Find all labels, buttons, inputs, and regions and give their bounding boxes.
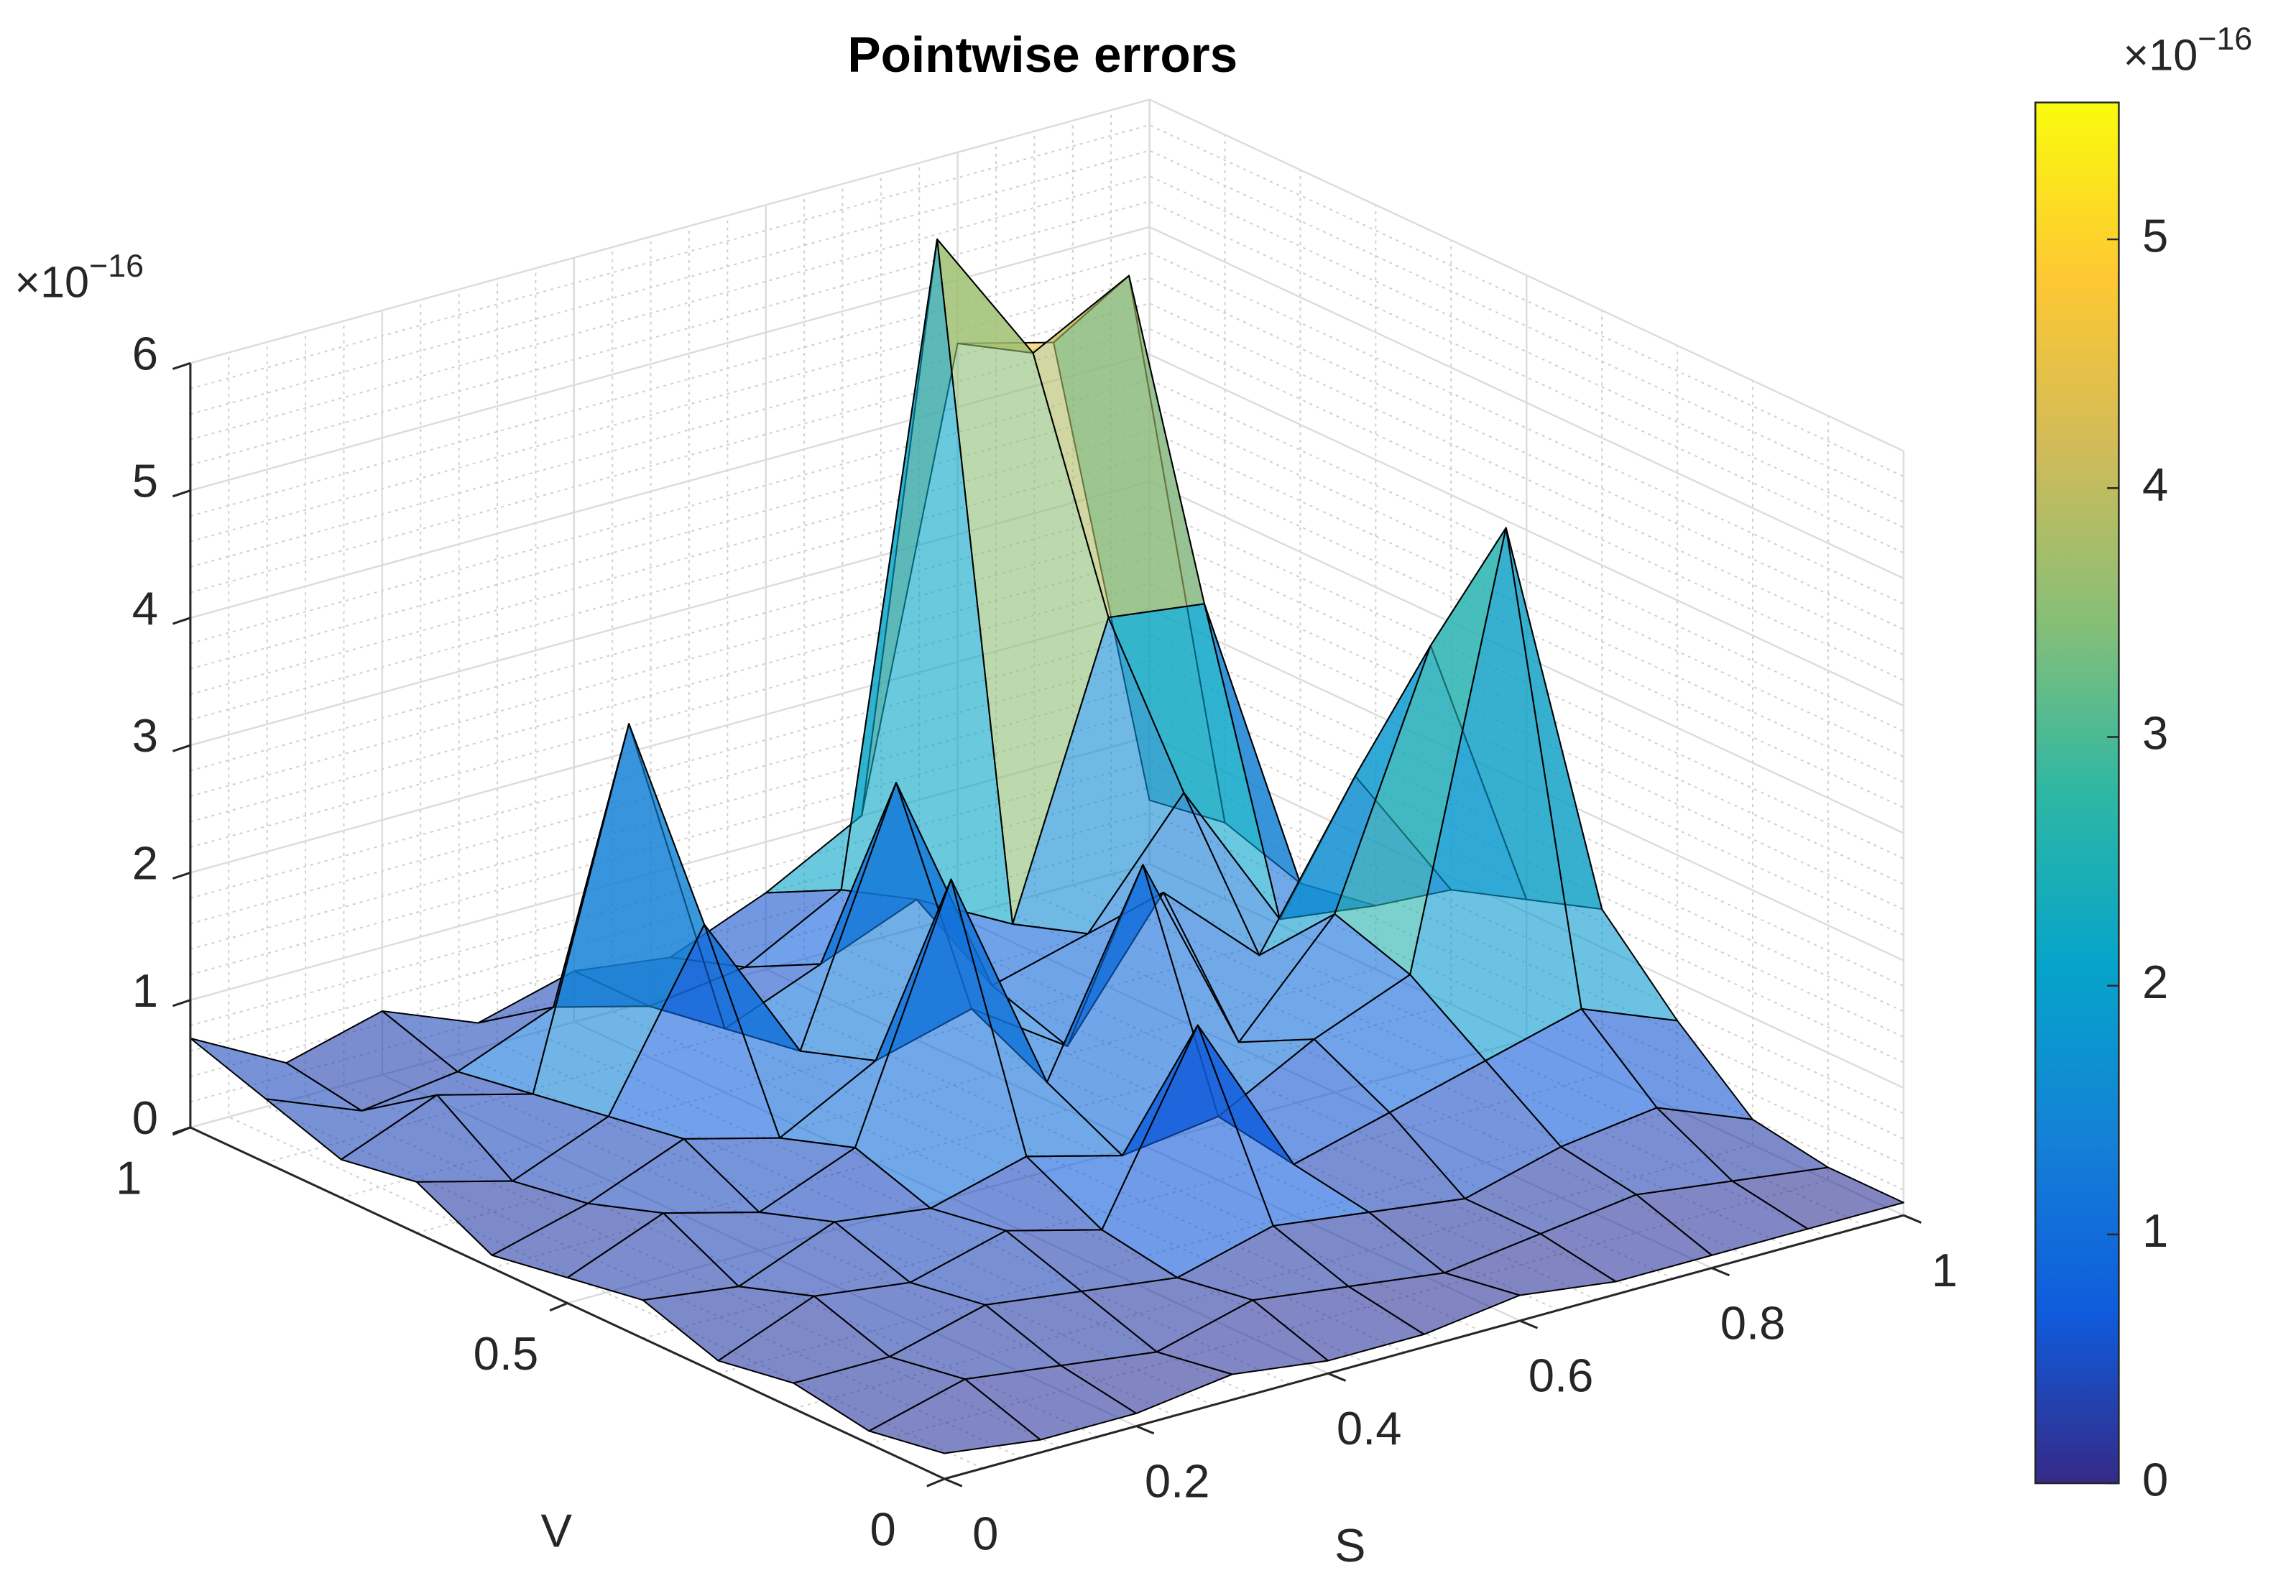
colorbar-tick-label: 0 bbox=[2142, 1453, 2168, 1505]
minor-grid-line bbox=[190, 277, 1904, 630]
chart-title: Pointwise errors bbox=[847, 27, 1237, 83]
minor-grid-line bbox=[190, 175, 1904, 528]
colorbar-exponent-power: −16 bbox=[2198, 21, 2252, 57]
minor-grid-line bbox=[190, 557, 1904, 910]
x-tick-label: 0.4 bbox=[1337, 1402, 1402, 1454]
minor-grid-line bbox=[190, 786, 1904, 1140]
colorbar-scale bbox=[2034, 101, 2120, 1485]
minor-grid-line bbox=[190, 252, 1904, 605]
minor-grid-line bbox=[190, 684, 1904, 1038]
axis-layer: 0 1 2 3 4 5 6 0 0.2 0.4 0.6 0.8 1 0 0.5 1 bbox=[116, 327, 1958, 1559]
y-tick bbox=[926, 1477, 945, 1487]
surface-face bbox=[868, 1378, 1041, 1454]
minor-grid-line bbox=[190, 532, 1904, 885]
colorbar-tick-label: 2 bbox=[2142, 956, 2168, 1008]
minor-grid-line bbox=[190, 455, 1904, 808]
z-tick bbox=[172, 744, 191, 752]
x-axis-label: S bbox=[1334, 1519, 1365, 1572]
colorbar: 0 1 2 3 4 5 bbox=[2034, 101, 2168, 1505]
x-axis-line bbox=[944, 1214, 1904, 1480]
x-tick bbox=[1135, 1425, 1155, 1435]
x-tick-label: 0.6 bbox=[1529, 1350, 1594, 1402]
minor-grid-line bbox=[190, 761, 1904, 1115]
y-tick-label: 0.5 bbox=[474, 1327, 539, 1380]
z-exponent-base: ×10 bbox=[14, 257, 89, 306]
z-tick bbox=[172, 999, 191, 1007]
y-tick-label: 0 bbox=[870, 1503, 896, 1556]
x-tick-label: 0.8 bbox=[1720, 1296, 1786, 1349]
surface-layer bbox=[189, 238, 1904, 1454]
x-tick bbox=[1519, 1319, 1539, 1329]
colorbar-tick-label: 5 bbox=[2142, 209, 2168, 262]
z-tick-label: 0 bbox=[132, 1092, 158, 1144]
z-exponent: ×10−16 bbox=[14, 248, 144, 307]
z-tick-label: 5 bbox=[132, 455, 158, 507]
colorbar-tick-label: 3 bbox=[2142, 707, 2168, 760]
z-tick bbox=[172, 361, 191, 370]
z-tick bbox=[172, 871, 191, 880]
minor-grid-line bbox=[190, 303, 1904, 656]
z-tick bbox=[172, 617, 191, 625]
minor-grid-line bbox=[190, 328, 1904, 681]
minor-grid-line bbox=[190, 659, 1904, 1013]
minor-grid-line bbox=[190, 149, 1904, 503]
z-tick-label: 6 bbox=[132, 327, 158, 379]
minor-grid-line bbox=[190, 430, 1904, 783]
x-tick-label: 0 bbox=[972, 1508, 998, 1560]
z-tick-label: 2 bbox=[132, 836, 158, 889]
z-tick bbox=[172, 489, 191, 498]
colorbar-exponent-base: ×10 bbox=[2124, 31, 2198, 80]
minor-grid-line bbox=[190, 583, 1904, 936]
z-tick-label: 3 bbox=[132, 709, 158, 762]
colorbar-tick-label: 4 bbox=[2142, 458, 2168, 510]
y-tick-label: 1 bbox=[116, 1152, 142, 1204]
colorbar-tick-label: 1 bbox=[2142, 1204, 2168, 1257]
x-tick bbox=[1903, 1214, 1922, 1224]
y-tick bbox=[172, 1126, 191, 1136]
minor-grid-line bbox=[190, 506, 1904, 859]
minor-grid-line bbox=[190, 124, 1904, 477]
x-tick-label: 1 bbox=[1932, 1244, 1958, 1296]
minor-grid-line bbox=[190, 379, 1904, 732]
minor-grid-line bbox=[190, 634, 1904, 987]
minor-grid-line bbox=[190, 404, 1904, 757]
x-tick bbox=[944, 1477, 963, 1487]
y-axis-label: V bbox=[541, 1505, 573, 1557]
y-tick bbox=[549, 1302, 568, 1312]
x-tick-label: 0.2 bbox=[1145, 1454, 1210, 1507]
z-tick-label: 4 bbox=[132, 582, 158, 635]
minor-grid-line bbox=[190, 200, 1904, 554]
minor-grid-line bbox=[190, 812, 1904, 1166]
x-tick bbox=[1711, 1267, 1730, 1277]
x-tick bbox=[1327, 1372, 1347, 1382]
minor-grid-line bbox=[190, 710, 1904, 1064]
z-tick-label: 1 bbox=[132, 964, 158, 1017]
colorbar-exponent: ×10−16 bbox=[2124, 21, 2253, 80]
z-exponent-power: −16 bbox=[89, 248, 144, 284]
